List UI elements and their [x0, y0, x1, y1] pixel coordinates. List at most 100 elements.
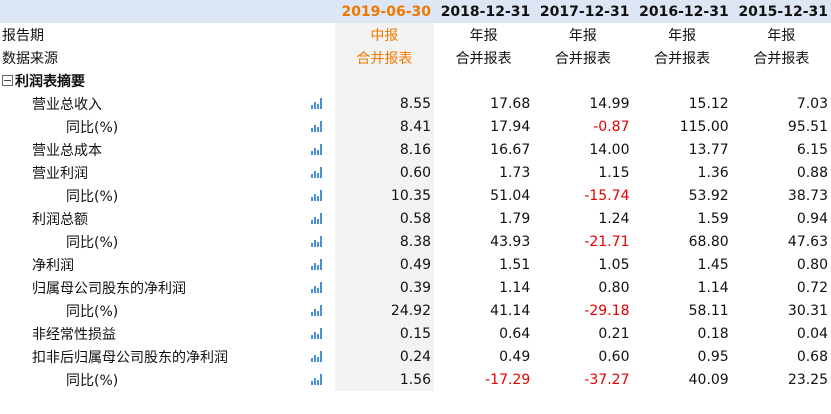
row-label: 数据来源: [2, 50, 58, 67]
value-cell: -17.29: [485, 371, 531, 388]
value-cell: 0.60: [598, 348, 630, 365]
meta-cell: 合并报表: [654, 50, 711, 67]
table-row: 归属母公司股东的净利润 0.39 1.14 0.80 1.14 0.72: [0, 276, 831, 299]
table-row: 同比(%) 10.35 51.04 -15.74 53.92 38.73: [0, 184, 831, 207]
table-row: 同比(%) 8.38 43.93 -21.71 68.80 47.63: [0, 230, 831, 253]
bar-chart-icon[interactable]: [310, 121, 322, 132]
value-cell: 58.11: [688, 302, 729, 319]
value-cell: 0.94: [796, 210, 828, 227]
column-header[interactable]: 2015-12-31: [731, 0, 831, 23]
value-cell: 0.49: [499, 348, 531, 365]
row-label: 非经常性损益: [32, 326, 116, 343]
value-cell: 0.60: [334, 161, 435, 184]
column-header-selected[interactable]: 2019-06-30: [334, 0, 435, 23]
value-cell: 1.24: [598, 210, 630, 227]
chart-button[interactable]: [310, 253, 335, 276]
income-statement-table: 2019-06-30 2018-12-31 2017-12-31 2016-12…: [0, 0, 831, 391]
row-label: 营业利润: [32, 165, 88, 182]
chart-button[interactable]: [310, 345, 335, 368]
bar-chart-icon[interactable]: [310, 351, 322, 362]
row-label: 同比(%): [66, 188, 119, 205]
value-cell: 0.95: [697, 348, 729, 365]
bar-chart-icon[interactable]: [310, 282, 322, 293]
collapse-icon[interactable]: [2, 75, 13, 86]
bar-chart-icon[interactable]: [310, 98, 322, 109]
meta-cell: 中报: [334, 23, 435, 46]
row-label: 同比(%): [66, 234, 119, 251]
value-cell: 43.93: [490, 233, 531, 250]
value-cell: 17.94: [490, 118, 531, 135]
section-cell: [731, 69, 831, 92]
value-cell: 24.92: [334, 299, 435, 322]
section-cell: [434, 69, 534, 92]
data-source-row: 数据来源 合并报表 合并报表 合并报表 合并报表 合并报表: [0, 46, 831, 69]
value-cell: 1.36: [697, 164, 729, 181]
bar-chart-icon[interactable]: [310, 305, 322, 316]
value-cell: 47.63: [787, 233, 828, 250]
value-cell: 0.80: [598, 279, 630, 296]
bar-chart-icon[interactable]: [310, 328, 322, 339]
value-cell: 0.39: [334, 276, 435, 299]
row-label: 归属母公司股东的净利润: [32, 280, 186, 297]
table-row: 同比(%) 1.56 -17.29 -37.27 40.09 23.25: [0, 368, 831, 391]
chart-button[interactable]: [310, 299, 335, 322]
chart-button[interactable]: [310, 161, 335, 184]
table-row: 利润总额 0.58 1.79 1.24 1.59 0.94: [0, 207, 831, 230]
bar-chart-icon[interactable]: [310, 190, 322, 201]
value-cell: 95.51: [787, 118, 828, 135]
table-row: 营业总收入 8.55 17.68 14.99 15.12 7.03: [0, 92, 831, 115]
value-cell: -29.18: [584, 302, 630, 319]
row-label: 营业总收入: [32, 96, 102, 113]
value-cell: 38.73: [787, 187, 828, 204]
value-cell: -0.87: [593, 118, 630, 135]
value-cell: 13.77: [688, 141, 729, 158]
meta-cell: 合并报表: [753, 50, 810, 67]
bar-chart-icon[interactable]: [310, 167, 322, 178]
value-cell: 1.59: [697, 210, 729, 227]
value-cell: 0.04: [796, 325, 828, 342]
value-cell: 14.00: [589, 141, 630, 158]
section-label[interactable]: 利润表摘要: [0, 69, 311, 92]
bar-chart-icon[interactable]: [310, 144, 322, 155]
value-cell: 1.51: [499, 256, 531, 273]
column-header[interactable]: 2018-12-31: [434, 0, 534, 23]
meta-cell: 合并报表: [554, 50, 611, 67]
value-cell: 1.05: [598, 256, 630, 273]
chart-button[interactable]: [310, 115, 335, 138]
bar-chart-icon[interactable]: [310, 236, 322, 247]
row-label: 报告期: [2, 27, 44, 44]
bar-chart-icon[interactable]: [310, 374, 322, 385]
bar-chart-icon[interactable]: [310, 213, 322, 224]
section-cell: [533, 69, 633, 92]
icon-cell-empty: [310, 69, 335, 92]
value-cell: 0.58: [334, 207, 435, 230]
chart-button[interactable]: [310, 322, 335, 345]
table-row: 营业利润 0.60 1.73 1.15 1.36 0.88: [0, 161, 831, 184]
chart-button[interactable]: [310, 207, 335, 230]
value-cell: 1.15: [598, 164, 630, 181]
value-cell: 0.24: [334, 345, 435, 368]
chart-button[interactable]: [310, 276, 335, 299]
column-header[interactable]: 2016-12-31: [632, 0, 732, 23]
section-income-summary[interactable]: 利润表摘要: [0, 69, 831, 92]
value-cell: 8.55: [334, 92, 435, 115]
row-label: 同比(%): [66, 119, 119, 136]
chart-button[interactable]: [310, 92, 335, 115]
value-cell: 1.14: [697, 279, 729, 296]
column-header[interactable]: 2017-12-31: [533, 0, 633, 23]
chart-button[interactable]: [310, 230, 335, 253]
meta-cell: 年报: [469, 27, 498, 44]
value-cell: 0.15: [334, 322, 435, 345]
value-cell: 115.00: [679, 118, 729, 135]
bar-chart-icon[interactable]: [310, 259, 322, 270]
chart-button[interactable]: [310, 138, 335, 161]
value-cell: -15.74: [584, 187, 630, 204]
chart-button[interactable]: [310, 184, 335, 207]
chart-button[interactable]: [310, 368, 335, 391]
value-cell: 6.15: [796, 141, 828, 158]
meta-cell: 年报: [668, 27, 697, 44]
row-label: 利润总额: [32, 211, 88, 228]
value-cell: 1.45: [697, 256, 729, 273]
table-row: 扣非后归属母公司股东的净利润 0.24 0.49 0.60 0.95 0.68: [0, 345, 831, 368]
value-cell: 68.80: [688, 233, 729, 250]
